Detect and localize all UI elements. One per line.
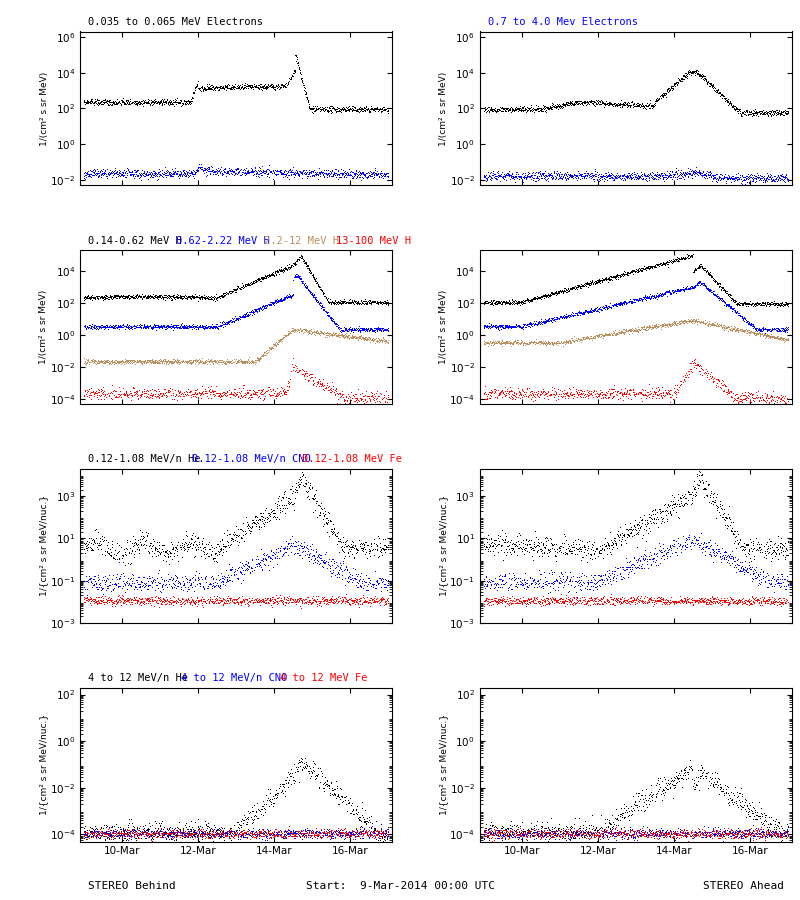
Text: 4 to 12 MeV Fe: 4 to 12 MeV Fe <box>280 673 368 683</box>
Text: Start:  9-Mar-2014 00:00 UTC: Start: 9-Mar-2014 00:00 UTC <box>306 881 494 891</box>
Y-axis label: 1/{cm² s sr MeV/nuc.}: 1/{cm² s sr MeV/nuc.} <box>439 495 448 597</box>
Y-axis label: 1/(cm² s sr MeV): 1/(cm² s sr MeV) <box>39 290 48 364</box>
Text: STEREO Behind: STEREO Behind <box>88 881 176 891</box>
Text: 0.12-1.08 MeV/n CNO: 0.12-1.08 MeV/n CNO <box>192 454 311 464</box>
Text: 0.12-1.08 MeV Fe: 0.12-1.08 MeV Fe <box>302 454 402 464</box>
Text: 13-100 MeV H: 13-100 MeV H <box>336 236 410 246</box>
Text: 0.62-2.22 MeV H: 0.62-2.22 MeV H <box>176 236 270 246</box>
Text: 0.035 to 0.065 MeV Electrons: 0.035 to 0.065 MeV Electrons <box>88 17 263 27</box>
Y-axis label: 1/(cm² s sr MeV): 1/(cm² s sr MeV) <box>39 71 49 146</box>
Text: 2.2-12 MeV H: 2.2-12 MeV H <box>264 236 339 246</box>
Y-axis label: 1/(cm² s sr MeV): 1/(cm² s sr MeV) <box>439 71 448 146</box>
Text: 4 to 12 MeV/n He: 4 to 12 MeV/n He <box>88 673 188 683</box>
Y-axis label: 1/{cm² s sr MeV/nuc.}: 1/{cm² s sr MeV/nuc.} <box>439 714 448 815</box>
Text: 0.14-0.62 MeV H: 0.14-0.62 MeV H <box>88 236 182 246</box>
Y-axis label: 1/{cm² s sr MeV/nuc.}: 1/{cm² s sr MeV/nuc.} <box>39 714 48 815</box>
Y-axis label: 1/(cm² s sr MeV): 1/(cm² s sr MeV) <box>439 290 448 364</box>
Text: STEREO Ahead: STEREO Ahead <box>703 881 784 891</box>
Text: 4 to 12 MeV/n CNO: 4 to 12 MeV/n CNO <box>182 673 288 683</box>
Text: 0.12-1.08 MeV/n He: 0.12-1.08 MeV/n He <box>88 454 201 464</box>
Y-axis label: 1/{cm² s sr MeV/nuc.}: 1/{cm² s sr MeV/nuc.} <box>39 495 48 597</box>
Text: 0.7 to 4.0 Mev Electrons: 0.7 to 4.0 Mev Electrons <box>488 17 638 27</box>
